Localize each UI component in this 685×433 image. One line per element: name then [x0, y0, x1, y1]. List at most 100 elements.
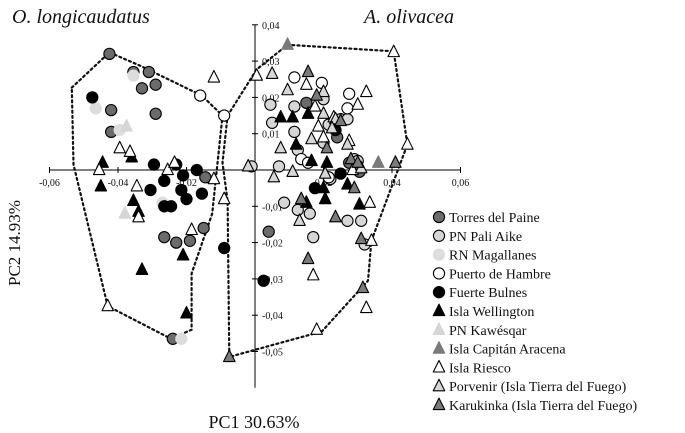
x-tick-label: -0,02 — [176, 178, 197, 189]
point-pn-pali-aike — [307, 231, 320, 244]
point-pn-pali-aike — [288, 125, 301, 139]
point-porvenir-isla-tierra-del-fuego — [286, 164, 299, 177]
point-isla-wellington — [301, 106, 315, 119]
point-karukinka-isla-tierra-del-fuego — [344, 151, 358, 165]
x-tick-label: 0,04 — [383, 178, 401, 189]
point-isla-riesco — [207, 69, 221, 83]
point-pn-pali-aike — [272, 160, 286, 173]
point-puerto-de-hambre — [343, 87, 356, 100]
point-fuerte-bulnes — [180, 192, 193, 206]
point-karukinka-isla-tierra-del-fuego — [348, 180, 361, 194]
point-isla-riesco — [306, 267, 320, 281]
series-isla-capit-n-aracena — [281, 37, 385, 168]
point-pn-kaw-sqar — [120, 118, 133, 132]
point-isla-riesco — [92, 162, 106, 176]
x-tick-label: 0,06 — [452, 178, 470, 189]
y-axis-label: PC2 14.93% — [5, 200, 24, 286]
point-fuerte-bulnes — [334, 167, 347, 180]
y-tick-label: -0,04 — [262, 311, 283, 322]
group-label-a-olivacea: A. olivacea — [362, 6, 454, 28]
legend-label-porvenir-isla-tierra-del-fuego: Porvenir (Isla Tierra del Fuego) — [449, 380, 627, 395]
point-karukinka-isla-tierra-del-fuego — [294, 191, 308, 205]
point-isla-wellington — [320, 155, 334, 168]
legend-label-pn-kaw-sqar: PN Kawésqar — [449, 324, 527, 339]
point-porvenir-isla-tierra-del-fuego — [317, 106, 330, 119]
point-karukinka-isla-tierra-del-fuego — [389, 155, 402, 168]
point-isla-capit-n-aracena — [371, 155, 385, 168]
point-fuerte-bulnes — [218, 241, 231, 255]
series-rn-magallanes — [89, 69, 188, 345]
point-torres-del-paine — [197, 221, 210, 235]
point-isla-wellington — [180, 305, 193, 319]
point-karukinka-isla-tierra-del-fuego — [329, 209, 342, 223]
point-isla-wellington — [135, 262, 149, 275]
legend-marker-fuerte-bulnes — [432, 286, 446, 299]
x-axis-label: PC1 30.63% — [208, 412, 299, 432]
y-tick-label: -0,05 — [262, 348, 283, 359]
point-isla-wellington — [127, 193, 140, 207]
point-porvenir-isla-tierra-del-fuego — [293, 213, 306, 226]
point-pn-pali-aike — [265, 116, 279, 129]
point-isla-riesco — [161, 162, 174, 176]
legend-marker-isla-riesco — [432, 359, 446, 373]
legend-marker-karukinka-isla-tierra-del-fuego — [432, 397, 446, 411]
point-isla-riesco — [365, 233, 378, 246]
point-isla-wellington — [317, 180, 330, 194]
point-karukinka-isla-tierra-del-fuego — [301, 251, 315, 265]
point-isla-riesco — [132, 209, 145, 223]
point-isla-wellington — [353, 197, 366, 210]
point-fuerte-bulnes — [176, 169, 190, 182]
point-karukinka-isla-tierra-del-fuego — [320, 140, 334, 154]
point-porvenir-isla-tierra-del-fuego — [281, 82, 294, 96]
series-isla-riesco — [92, 44, 414, 335]
point-isla-riesco — [360, 84, 373, 98]
point-porvenir-isla-tierra-del-fuego — [267, 169, 281, 183]
data-points — [86, 37, 414, 363]
point-pn-pali-aike — [277, 196, 291, 209]
point-karukinka-isla-tierra-del-fuego — [223, 349, 236, 363]
legend-marker-puerto-de-hambre — [432, 267, 446, 280]
point-isla-riesco — [351, 97, 365, 110]
point-isla-riesco — [300, 77, 313, 90]
point-torres-del-paine — [149, 107, 162, 120]
point-isla-wellington — [176, 247, 190, 261]
legend-label-puerto-de-hambre: Puerto de Hambre — [449, 267, 551, 282]
point-isla-wellington — [341, 177, 354, 190]
point-porvenir-isla-tierra-del-fuego — [241, 158, 255, 172]
point-rn-magallanes — [127, 69, 140, 82]
point-isla-riesco — [217, 191, 231, 205]
point-isla-riesco — [363, 195, 377, 208]
point-isla-riesco — [308, 99, 322, 112]
point-porvenir-isla-tierra-del-fuego — [274, 140, 287, 154]
point-puerto-de-hambre — [218, 109, 231, 122]
point-porvenir-isla-tierra-del-fuego — [341, 137, 354, 150]
point-isla-riesco — [317, 129, 330, 143]
point-torres-del-paine — [170, 236, 183, 249]
legend-label-isla-riesco: Isla Riesco — [449, 361, 511, 376]
point-torres-del-paine — [135, 82, 149, 95]
legend-label-karukinka-isla-tierra-del-fuego: Karukinka (Isla Tierra del Fuego) — [449, 399, 638, 414]
point-fuerte-bulnes — [257, 274, 270, 287]
legend-label-pn-pali-aike: PN Pali Aike — [449, 230, 522, 245]
point-torres-del-paine — [262, 225, 275, 238]
legend-marker-pn-kaw-sqar — [432, 322, 446, 335]
point-fuerte-bulnes — [190, 163, 203, 177]
series-pn-kaw-sqar — [118, 118, 133, 219]
point-torres-del-paine — [105, 103, 118, 117]
point-isla-riesco — [123, 144, 137, 157]
point-torres-del-paine — [300, 96, 313, 109]
point-torres-del-paine — [183, 234, 197, 247]
point-rn-magallanes — [175, 332, 188, 345]
legend-label-isla-wellington: Isla Wellington — [449, 305, 534, 320]
point-fuerte-bulnes — [158, 200, 171, 213]
y-tick-label: 0,04 — [262, 21, 280, 32]
series-torres-del-paine — [103, 47, 366, 345]
y-tick-label: -0,03 — [262, 275, 283, 286]
point-pn-kaw-sqar — [118, 206, 132, 219]
legend-marker-isla-wellington — [432, 303, 446, 317]
group-label-o-longicaudatus: O. longicaudatus — [12, 6, 150, 28]
series-porvenir-isla-tierra-del-fuego — [241, 66, 368, 226]
point-porvenir-isla-tierra-del-fuego — [317, 84, 330, 98]
legend-marker-torres-del-paine — [432, 210, 446, 224]
y-tick-label: 0,03 — [262, 57, 280, 68]
